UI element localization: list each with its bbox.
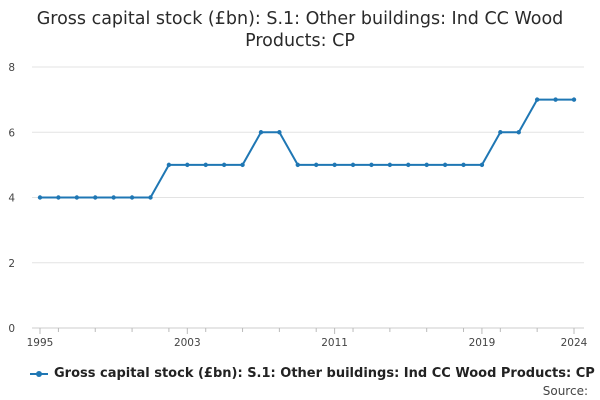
- data-point: [461, 162, 466, 168]
- data-point: [406, 162, 411, 168]
- data-point: [221, 162, 227, 168]
- data-point: [185, 162, 190, 168]
- data-point: [258, 130, 264, 135]
- data-point: [129, 195, 135, 200]
- data-point: [240, 162, 245, 168]
- y-tick-label: 2: [8, 258, 15, 270]
- x-tick-label: 2019: [469, 337, 496, 349]
- legend-label: Gross capital stock (£bn): S.1: Other bu…: [54, 366, 595, 381]
- x-tick-label: 2003: [174, 337, 201, 349]
- legend: Gross capital stock (£bn): S.1: Other bu…: [30, 366, 595, 381]
- data-point: [111, 195, 116, 200]
- chart-title-line-2: Products: CP: [245, 31, 355, 51]
- data-point: [387, 162, 393, 168]
- data-point: [369, 162, 374, 168]
- y-tick-label: 0: [8, 323, 15, 335]
- series-layer: [37, 97, 577, 200]
- data-point: [479, 162, 485, 168]
- data-point: [148, 195, 153, 200]
- data-point: [442, 162, 448, 168]
- x-tick-label: 2024: [561, 337, 588, 349]
- legend-swatch: [30, 369, 48, 379]
- data-point: [516, 130, 521, 135]
- data-point: [314, 162, 319, 168]
- data-point: [166, 162, 172, 168]
- data-point: [37, 195, 43, 200]
- data-point: [332, 162, 337, 168]
- chart-title: Gross capital stock (£bn): S.1: Other bu…: [0, 8, 600, 52]
- data-point: [203, 162, 208, 168]
- data-point: [571, 97, 577, 102]
- data-point: [277, 130, 282, 135]
- data-point: [498, 130, 503, 135]
- axes: 0 2 4 6 8 1995 2003 2011 2019 2024: [8, 62, 587, 349]
- chart-title-line-1: Gross capital stock (£bn): S.1: Other bu…: [36, 9, 564, 29]
- series-line: [40, 98, 574, 199]
- y-tick-label: 6: [8, 127, 15, 139]
- data-point: [74, 195, 80, 200]
- data-point: [93, 195, 98, 200]
- source-label: Source:: [542, 384, 588, 398]
- data-point: [424, 162, 429, 168]
- data-point: [350, 162, 356, 168]
- data-point: [534, 97, 540, 102]
- data-point: [56, 195, 61, 200]
- y-tick-label: 4: [8, 193, 15, 205]
- x-tick-label: 1995: [27, 337, 54, 349]
- data-point: [295, 162, 300, 168]
- y-tick-label: 8: [8, 62, 15, 74]
- x-tick-label: 2011: [321, 337, 348, 349]
- data-point: [553, 97, 558, 102]
